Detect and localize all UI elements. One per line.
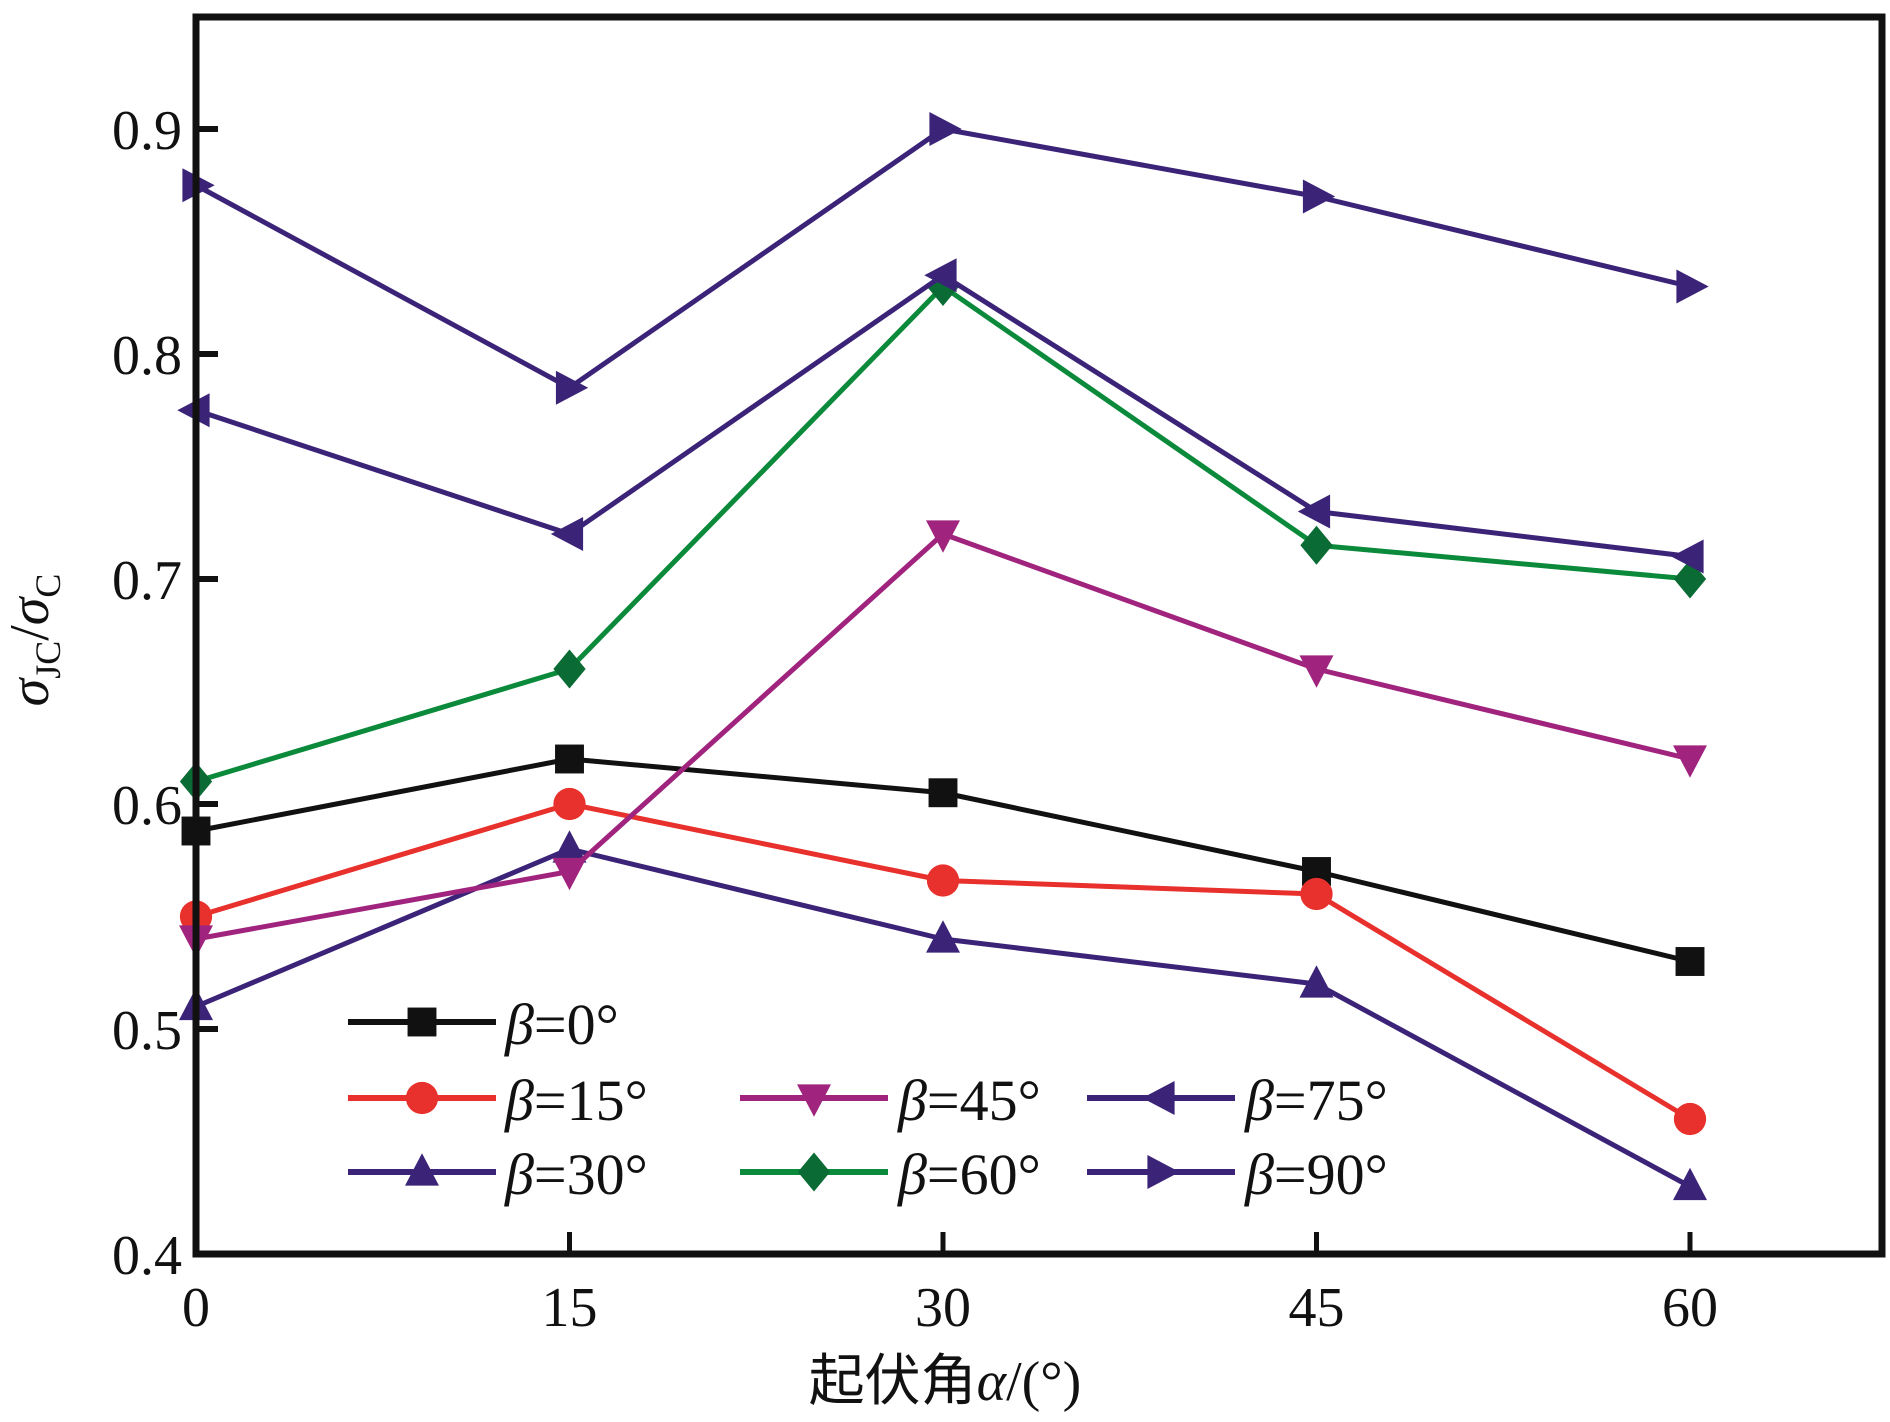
legend-label: β=75° — [1244, 1068, 1388, 1133]
y-title-slash: / — [0, 625, 61, 641]
y-title-sub2: C — [28, 574, 68, 598]
legend-label: β=60° — [897, 1142, 1041, 1207]
data-point — [1673, 745, 1707, 778]
ticks-layer: 0.4 0.5 0.6 0.7 0.8 0.9 0 15 30 45 60 — [112, 100, 1718, 1339]
data-point — [1297, 494, 1331, 529]
legend-label: β=0° — [504, 992, 619, 1057]
legend-item: β=30° — [348, 1142, 648, 1207]
data-point — [926, 520, 960, 553]
legend: β=0° β=15° β=30° β=45° β=60° β=75° β=90° — [348, 992, 1388, 1207]
data-point — [1676, 269, 1709, 304]
x-title-cn: 起伏角 — [809, 1351, 977, 1413]
legend-label: β=90° — [1244, 1142, 1388, 1207]
legend-marker — [797, 1152, 831, 1192]
data-point — [1671, 539, 1704, 574]
y-tick-label: 0.8 — [112, 325, 182, 387]
series-line — [195, 272, 1691, 559]
series-90 — [182, 112, 1709, 405]
series-15 — [179, 787, 1707, 1136]
data-point — [553, 649, 586, 689]
data-point — [555, 744, 584, 774]
series-line — [194, 126, 1691, 391]
data-point — [555, 370, 589, 405]
legend-marker — [797, 1084, 831, 1117]
y-axis-title: σJC/σC — [0, 574, 68, 707]
legend-item: β=0° — [348, 992, 619, 1057]
data-point — [553, 787, 586, 821]
legend-item: β=90° — [1087, 1142, 1388, 1207]
data-point — [1299, 655, 1334, 688]
legend-item: β=45° — [740, 1068, 1041, 1133]
legend-label: β=45° — [897, 1068, 1041, 1133]
legend-item: β=75° — [1087, 1068, 1388, 1133]
data-point — [924, 258, 957, 293]
data-point — [1302, 179, 1336, 214]
y-tick-label: 0.5 — [112, 1000, 182, 1062]
series-0 — [181, 744, 1705, 976]
data-point — [550, 517, 584, 551]
x-title-var: α — [977, 1351, 1008, 1413]
x-tick-label: 60 — [1662, 1277, 1718, 1339]
data-point — [552, 857, 587, 891]
x-title-unit: /(°) — [1006, 1351, 1081, 1413]
plot-frame — [192, 13, 1886, 1258]
y-title-sub1: JC — [28, 641, 68, 679]
y-tick-label: 0.4 — [112, 1225, 182, 1287]
data-point — [1299, 965, 1334, 998]
legend-item: β=60° — [740, 1142, 1041, 1207]
legend-item: β=15° — [348, 1068, 648, 1133]
legend-label: β=15° — [504, 1068, 648, 1133]
data-point — [552, 830, 587, 863]
y-tick-label: 0.7 — [112, 550, 182, 612]
x-axis-title: 起伏角α/(°) — [809, 1351, 1082, 1413]
y-title-sigma1: σ — [0, 676, 61, 706]
x-tick-label: 45 — [1289, 1277, 1345, 1339]
legend-marker — [1147, 1155, 1180, 1189]
data-point — [1673, 1167, 1707, 1201]
legend-marker — [407, 1007, 437, 1037]
data-point — [926, 920, 960, 953]
data-point — [929, 112, 962, 146]
y-title-sigma2: σ — [0, 595, 61, 625]
x-tick-label: 30 — [915, 1277, 971, 1339]
legend-marker — [405, 1153, 439, 1186]
data-point — [1300, 877, 1333, 911]
data-point — [1673, 1102, 1707, 1136]
data-point — [1675, 947, 1705, 976]
data-point — [1300, 525, 1333, 565]
legend-label: β=30° — [504, 1142, 648, 1207]
series-layer — [177, 112, 1709, 1201]
data-point — [928, 778, 958, 808]
x-tick-label: 15 — [542, 1277, 598, 1339]
legend-marker — [405, 1081, 439, 1115]
svg-text:σJC/σC: σJC/σC — [0, 574, 68, 707]
x-tick-label: 0 — [182, 1277, 210, 1339]
y-tick-label: 0.6 — [112, 775, 182, 837]
legend-marker — [1142, 1081, 1175, 1115]
y-tick-label: 0.9 — [112, 100, 182, 162]
data-point — [926, 864, 960, 897]
